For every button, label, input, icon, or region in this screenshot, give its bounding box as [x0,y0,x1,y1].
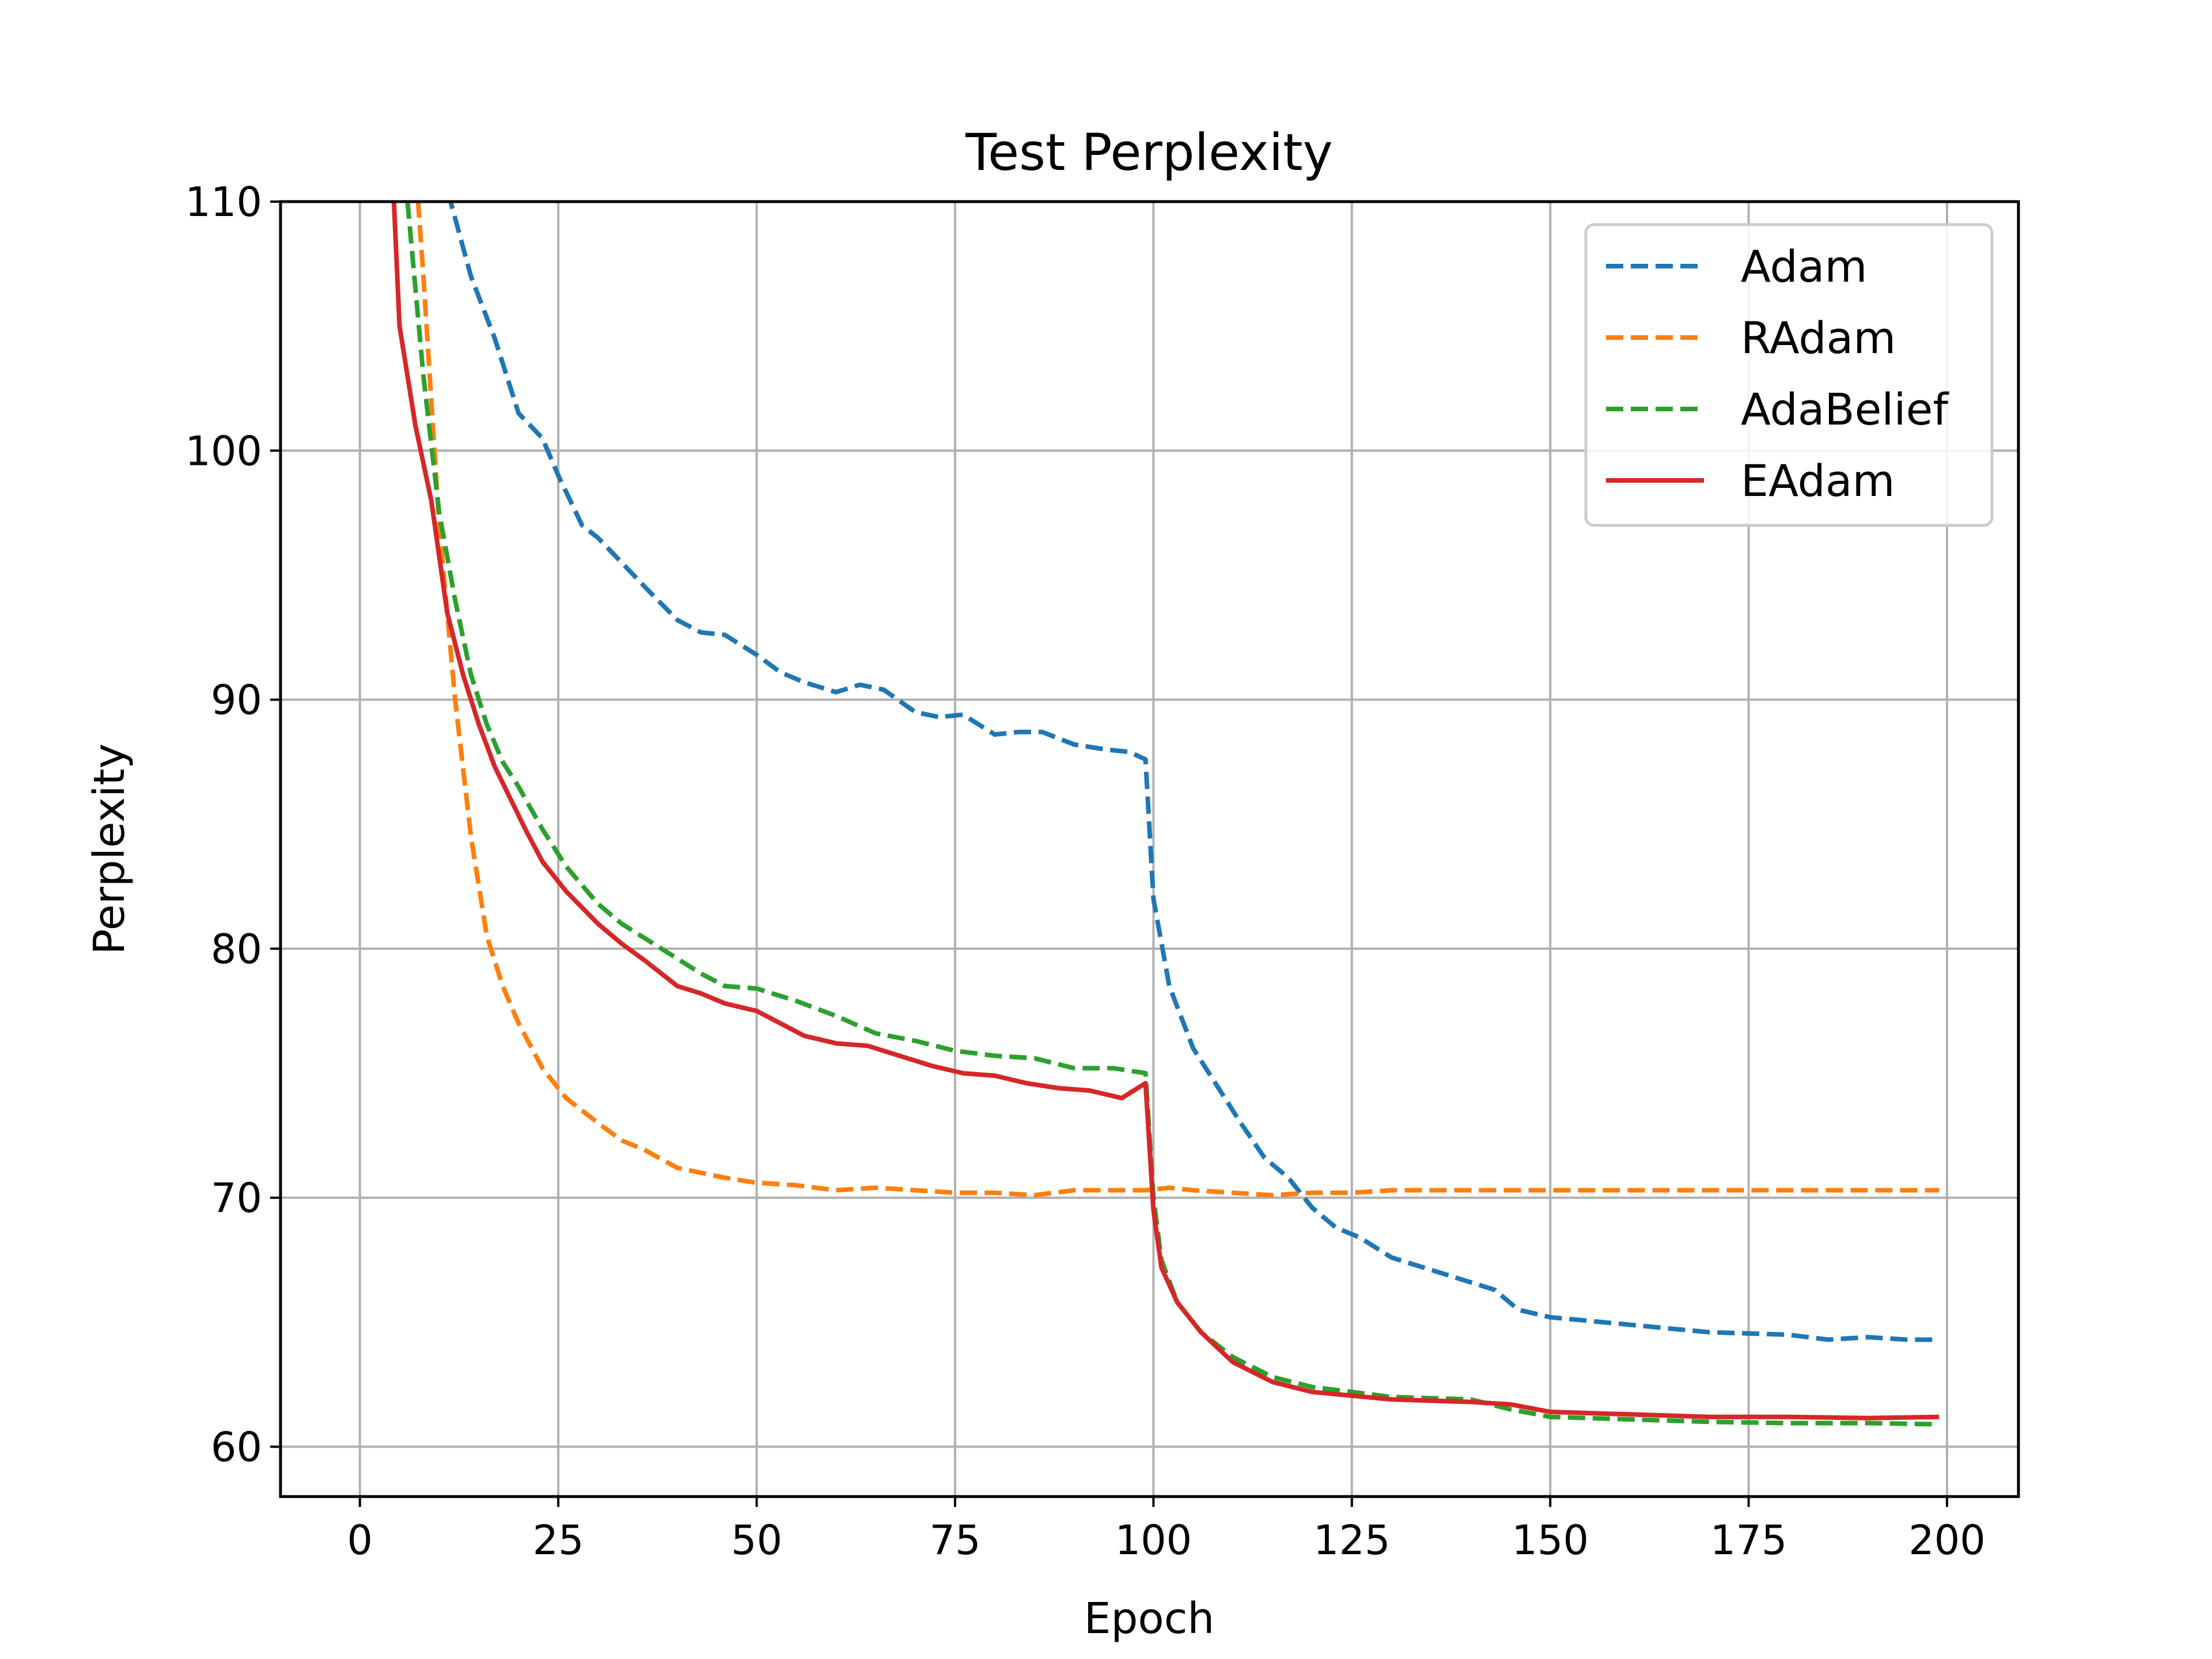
legend: Adam RAdam AdaBelief EAdam [1584,223,1994,527]
plot-series [391,202,1940,1427]
y-tick-label: 80 [211,926,262,973]
legend-label-radam: RAdam [1741,312,1896,363]
x-tick-label: 175 [1710,1517,1787,1564]
x-axis-ticks: 0 25 50 75 100 125 150 175 200 [347,1497,1986,1564]
x-tick-label: 150 [1512,1517,1589,1564]
x-tick-label: 75 [929,1517,980,1564]
y-tick-label: 100 [185,427,262,475]
legend-box [1584,223,1994,527]
series-line-eadam [391,202,1940,1421]
series-line-radam [415,202,1940,1198]
chart-title: Test Perplexity [965,123,1333,182]
x-tick-label: 25 [533,1517,584,1564]
x-tick-label: 0 [347,1517,373,1564]
y-tick-label: 70 [211,1175,262,1222]
y-tick-label: 60 [211,1424,262,1471]
y-tick-label: 90 [211,677,262,724]
plot-frame [279,200,2020,1498]
y-tick-label: 110 [185,179,262,226]
x-tick-label: 100 [1115,1517,1192,1564]
y-axis-title: Perplexity [85,744,134,955]
legend-label-eadam: EAdam [1741,455,1895,506]
x-tick-label: 50 [731,1517,782,1564]
y-axis-ticks: 60 70 80 90 100 110 [185,179,281,1471]
legend-label-adabelief: AdaBelief [1741,384,1949,435]
x-tick-label: 125 [1313,1517,1391,1564]
legend-label-adam: Adam [1741,241,1868,292]
series-line-adabelief [405,202,1940,1427]
series-line-adam [448,202,1940,1342]
x-tick-label: 200 [1908,1517,1986,1564]
x-axis-title: Epoch [1084,1594,1215,1643]
